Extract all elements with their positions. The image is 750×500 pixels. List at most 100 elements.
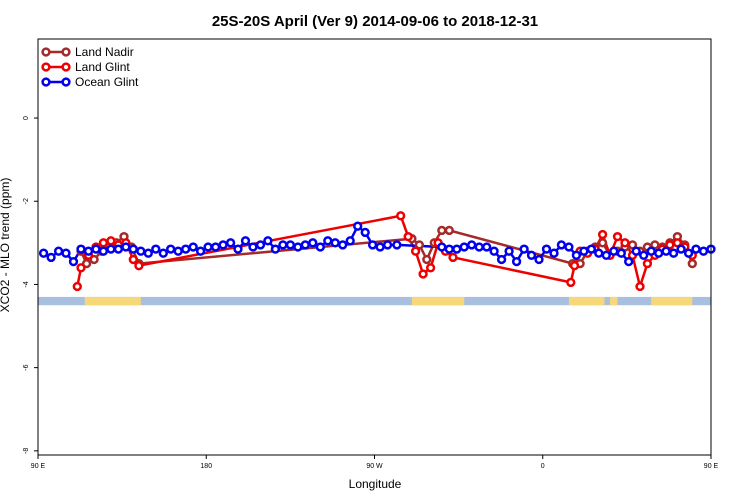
legend-label: Land Glint xyxy=(75,60,130,74)
series-point-2 xyxy=(382,240,393,250)
y-tick-label: -4 xyxy=(23,281,30,287)
series-point-2 xyxy=(586,244,597,254)
series-point-2 xyxy=(496,254,507,265)
series-point-2 xyxy=(218,240,228,250)
series-point-0 xyxy=(414,240,425,250)
series-point-0 xyxy=(687,258,697,269)
series-point-1 xyxy=(418,269,428,279)
series-point-1 xyxy=(425,263,436,273)
series-point-2 xyxy=(61,248,71,258)
series-point-2 xyxy=(83,246,94,256)
series-point-2 xyxy=(38,248,49,258)
series-point-1 xyxy=(396,211,406,221)
series-point-2 xyxy=(76,244,86,254)
series-point-0 xyxy=(597,238,608,248)
series-point-1 xyxy=(612,231,623,242)
legend-swatch-point xyxy=(61,77,71,87)
series-point-1 xyxy=(72,281,82,292)
series-point-1 xyxy=(569,261,580,271)
series-point-2 xyxy=(323,236,333,246)
series-point-2 xyxy=(444,244,454,254)
series-point-2 xyxy=(616,248,626,258)
x-axis-label: Longitude xyxy=(349,477,402,491)
series-point-2 xyxy=(173,246,183,256)
series-point-2 xyxy=(53,246,64,256)
series-point-2 xyxy=(121,242,131,252)
series-point-1 xyxy=(134,261,144,271)
series-point-2 xyxy=(203,242,213,252)
series-point-2 xyxy=(683,248,694,258)
land-band-0 xyxy=(84,296,141,306)
x-tick-label: 90 E xyxy=(31,463,46,470)
series-point-1 xyxy=(98,238,109,248)
ocean-band xyxy=(38,296,711,306)
series-point-2 xyxy=(579,246,589,256)
series-point-2 xyxy=(158,248,168,258)
legend-swatch-point xyxy=(41,47,51,57)
series-point-2 xyxy=(345,236,355,246)
series-point-2 xyxy=(240,236,251,246)
x-axis: 90 E 180 90 W 0 90 E xyxy=(31,455,719,470)
series-point-2 xyxy=(489,246,499,256)
series-point-2 xyxy=(188,242,198,252)
series-point-2 xyxy=(601,250,611,260)
series-point-0 xyxy=(422,254,432,265)
series-point-2 xyxy=(338,240,348,250)
land-band-1 xyxy=(411,296,465,306)
series-point-2 xyxy=(128,244,138,254)
series-point-2 xyxy=(646,246,656,256)
series-point-2 xyxy=(654,248,664,258)
series-point-2 xyxy=(661,246,671,256)
series-points xyxy=(38,211,716,292)
series-point-1 xyxy=(410,246,421,256)
series-point-2 xyxy=(668,248,679,258)
legend-swatch-point xyxy=(61,47,71,57)
x-tick-label: 0 xyxy=(541,463,545,470)
series-point-2 xyxy=(151,244,161,254)
series-point-1 xyxy=(448,252,458,263)
legend-swatch-point xyxy=(41,62,51,72)
series-point-2 xyxy=(504,246,514,256)
series-point-2 xyxy=(263,236,273,246)
series-point-2 xyxy=(392,240,402,250)
series-point-2 xyxy=(278,240,288,250)
series-point-2 xyxy=(609,246,619,256)
series-point-2 xyxy=(113,244,124,254)
series-point-2 xyxy=(519,244,529,254)
series-point-2 xyxy=(698,246,709,256)
series-point-2 xyxy=(106,244,116,254)
series-point-2 xyxy=(360,227,370,238)
series-point-2 xyxy=(511,256,522,267)
series-point-2 xyxy=(308,238,318,248)
series-point-1 xyxy=(566,277,576,288)
series-point-2 xyxy=(534,254,544,265)
series-point-1 xyxy=(642,258,653,269)
series-point-2 xyxy=(166,244,176,254)
series-point-2 xyxy=(459,242,469,252)
series-point-2 xyxy=(270,244,281,254)
series-point-1 xyxy=(403,231,413,242)
series-point-2 xyxy=(255,240,266,250)
series-point-2 xyxy=(482,242,492,252)
series-point-0 xyxy=(437,225,447,236)
legend-label: Ocean Glint xyxy=(75,75,139,89)
series-point-1 xyxy=(76,263,86,273)
series-point-0 xyxy=(444,225,454,236)
series-point-2 xyxy=(437,242,447,252)
series-point-2 xyxy=(541,244,552,254)
series-point-2 xyxy=(136,246,146,256)
series-point-1 xyxy=(106,236,116,246)
series-point-2 xyxy=(549,248,559,258)
series-point-1 xyxy=(620,238,630,248)
land-band-2 xyxy=(568,296,605,306)
legend-swatch-point xyxy=(61,62,71,72)
series-point-2 xyxy=(285,240,296,250)
series-point-2 xyxy=(571,250,582,260)
legend-label: Land Nadir xyxy=(75,45,134,59)
series-point-2 xyxy=(330,238,340,248)
series-point-2 xyxy=(564,242,574,252)
series-point-2 xyxy=(210,242,221,252)
series-point-2 xyxy=(225,238,236,248)
y-tick-label: -6 xyxy=(23,364,30,370)
series-point-2 xyxy=(315,242,325,252)
